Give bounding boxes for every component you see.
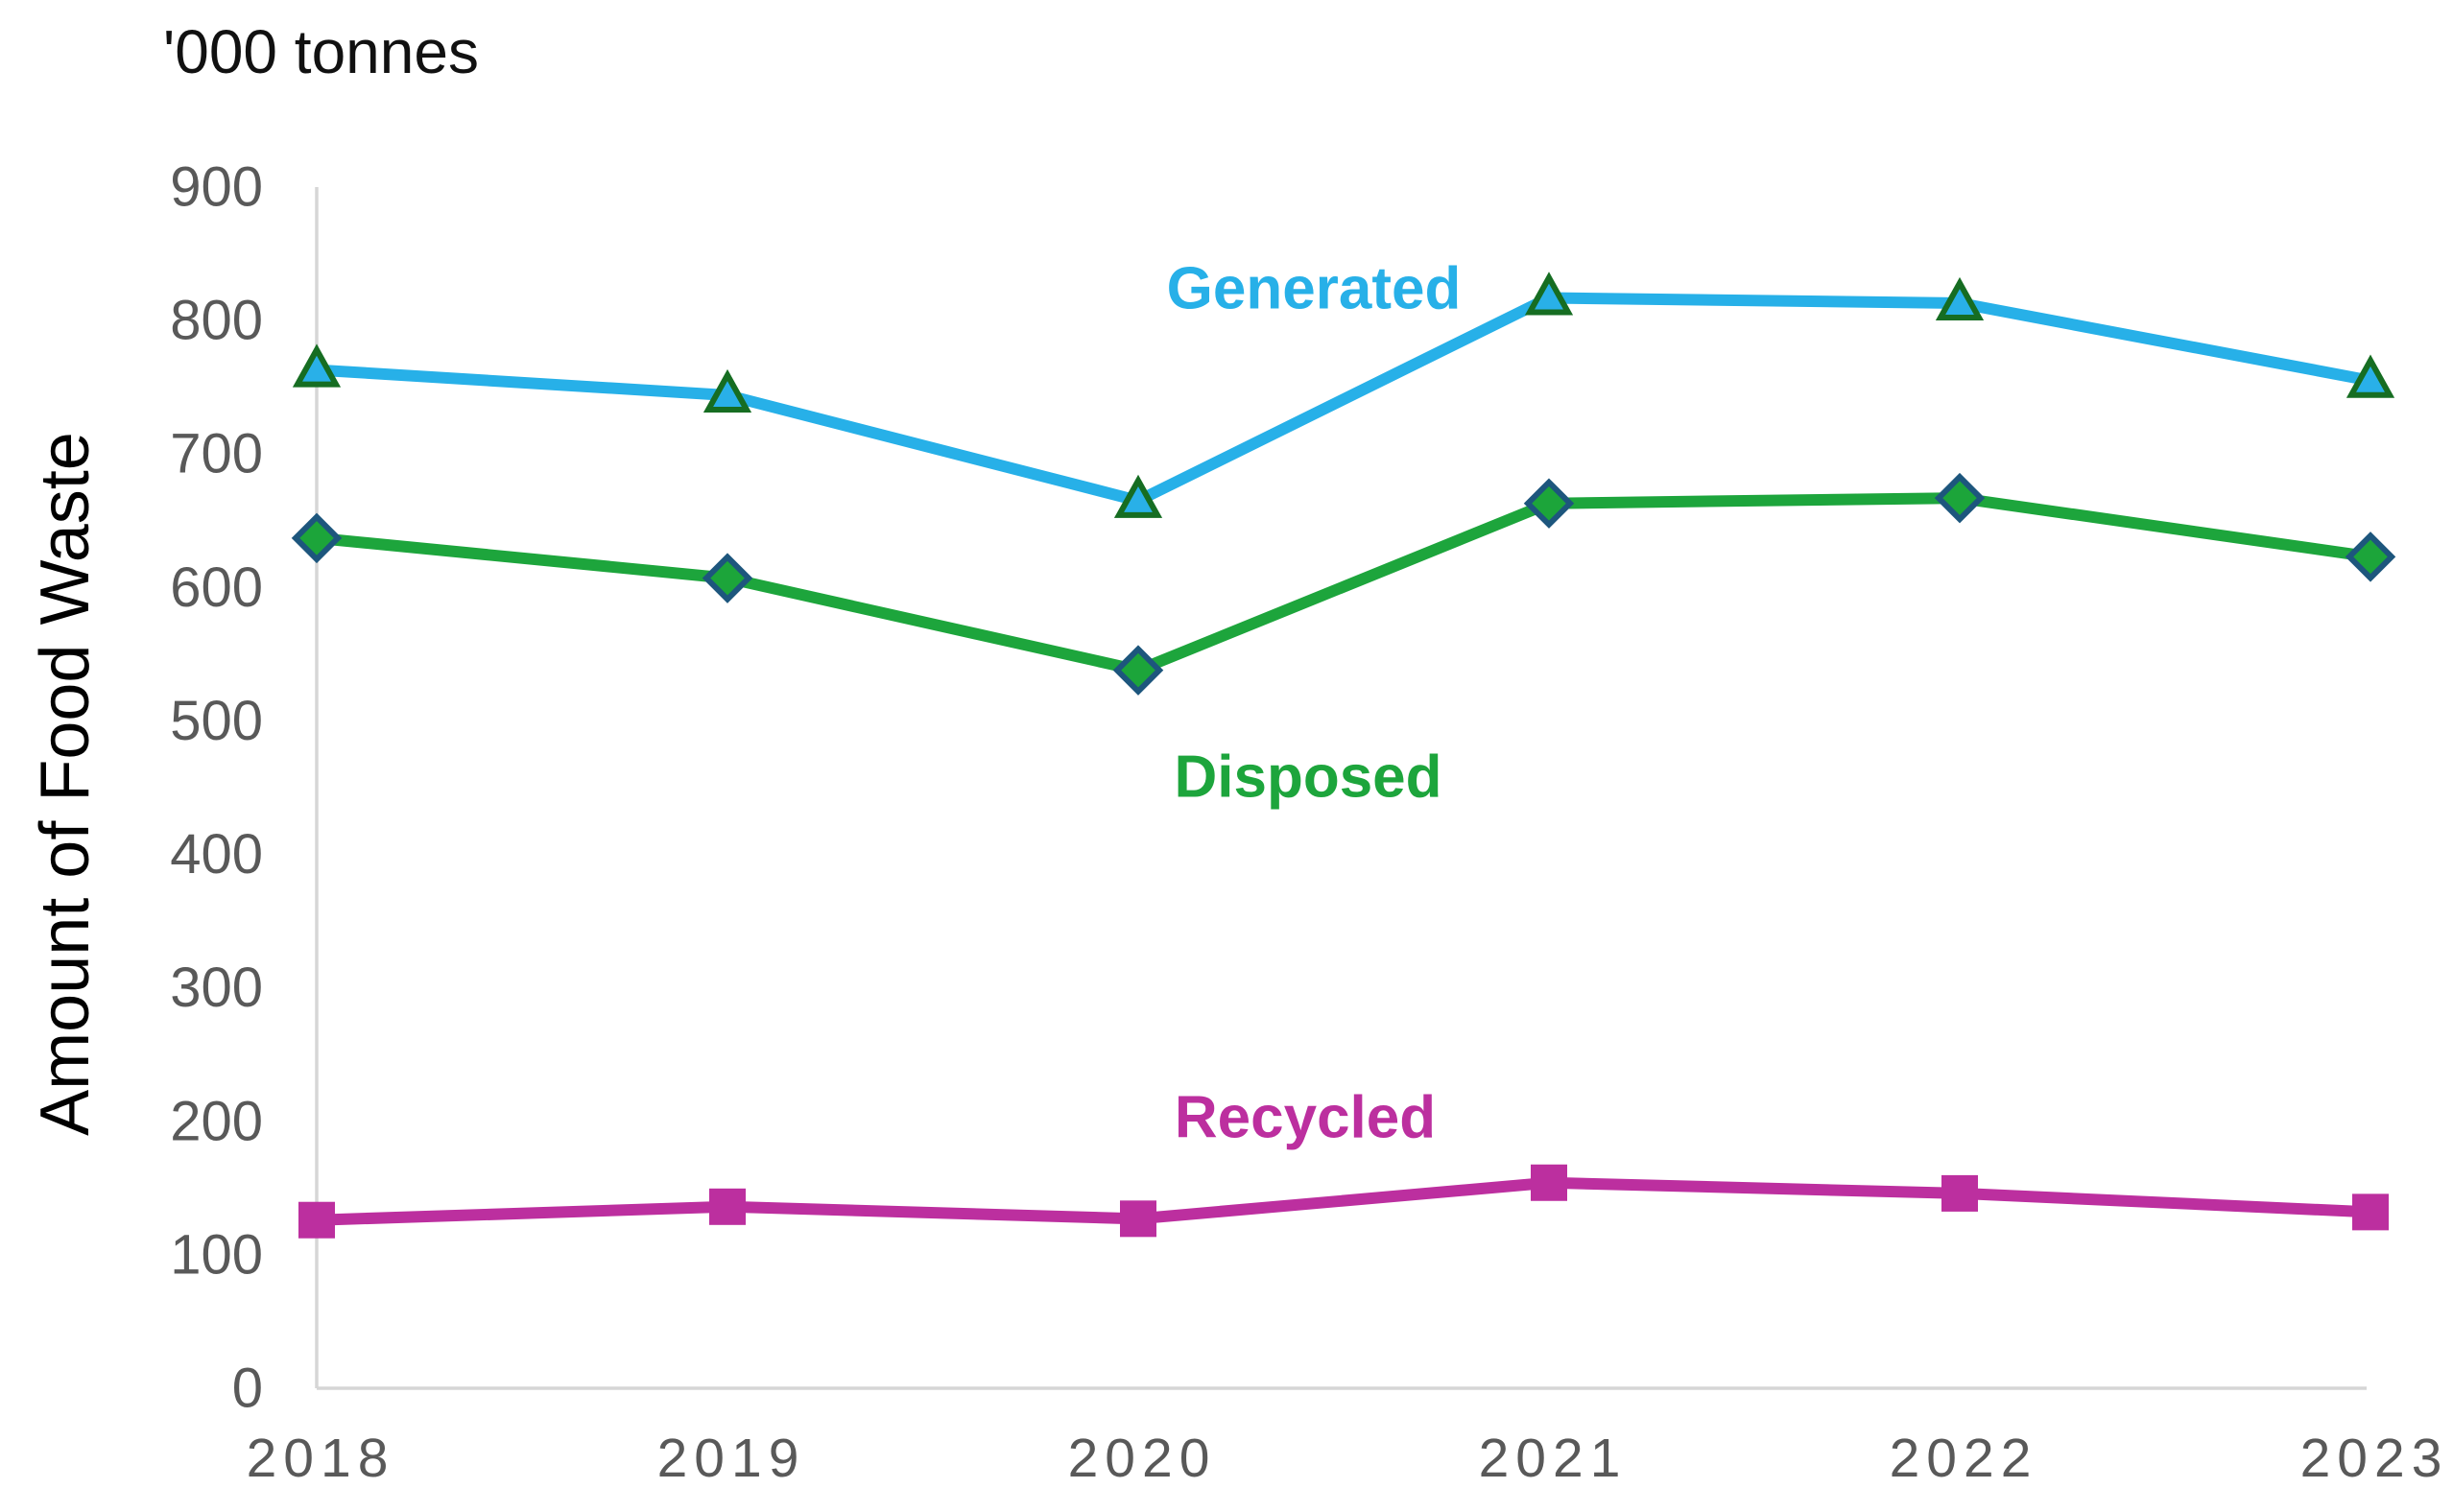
y-tick-label: 900 <box>170 156 263 219</box>
generated-marker <box>703 368 752 413</box>
generated-marker <box>292 343 342 388</box>
y-tick-label: 0 <box>232 1358 263 1420</box>
x-tick-label: 2023 <box>2300 1428 2449 1489</box>
disposed-marker <box>1523 478 1575 529</box>
generated-marker <box>2346 354 2395 398</box>
disposed-marker <box>291 512 343 564</box>
generated-marker <box>1935 276 1985 321</box>
generated-line <box>311 292 2376 507</box>
disposed-marker <box>1112 645 1164 696</box>
generated-marker <box>1524 272 1574 316</box>
recycled-marker <box>2352 1193 2389 1231</box>
y-tick-label: 500 <box>170 690 263 752</box>
disposed-line <box>311 492 2376 676</box>
recycled-marker <box>1941 1174 1978 1212</box>
y-tick-label: 800 <box>170 290 263 352</box>
y-tick-label: 300 <box>170 957 263 1019</box>
disposed-marker <box>2345 532 2396 582</box>
x-tick-label: 2021 <box>1479 1428 1628 1489</box>
y-tick-label: 600 <box>170 556 263 619</box>
generated-marker <box>1113 474 1163 518</box>
series-label-disposed: Disposed <box>1174 744 1441 811</box>
series-label-generated: Generated <box>1167 256 1462 322</box>
disposed-marker <box>702 553 753 603</box>
y-tick-label: 100 <box>170 1223 263 1286</box>
x-tick-label: 2022 <box>1890 1428 2038 1489</box>
recycled-marker <box>1120 1200 1156 1238</box>
disposed-marker <box>1934 472 1986 524</box>
y-tick-label: 400 <box>170 823 263 886</box>
x-tick-label: 2018 <box>247 1428 395 1489</box>
series-label-recycled: Recycled <box>1175 1085 1436 1151</box>
y-tick-label: 200 <box>170 1090 263 1152</box>
x-tick-label: 2020 <box>1068 1428 1217 1489</box>
unit-title: '000 tonnes <box>163 17 479 86</box>
recycled-line <box>311 1176 2376 1226</box>
y-tick-label: 700 <box>170 423 263 485</box>
x-tick-label: 2019 <box>657 1428 806 1489</box>
recycled-marker <box>298 1201 335 1239</box>
recycled-marker <box>709 1188 746 1225</box>
recycled-marker <box>1531 1164 1567 1201</box>
